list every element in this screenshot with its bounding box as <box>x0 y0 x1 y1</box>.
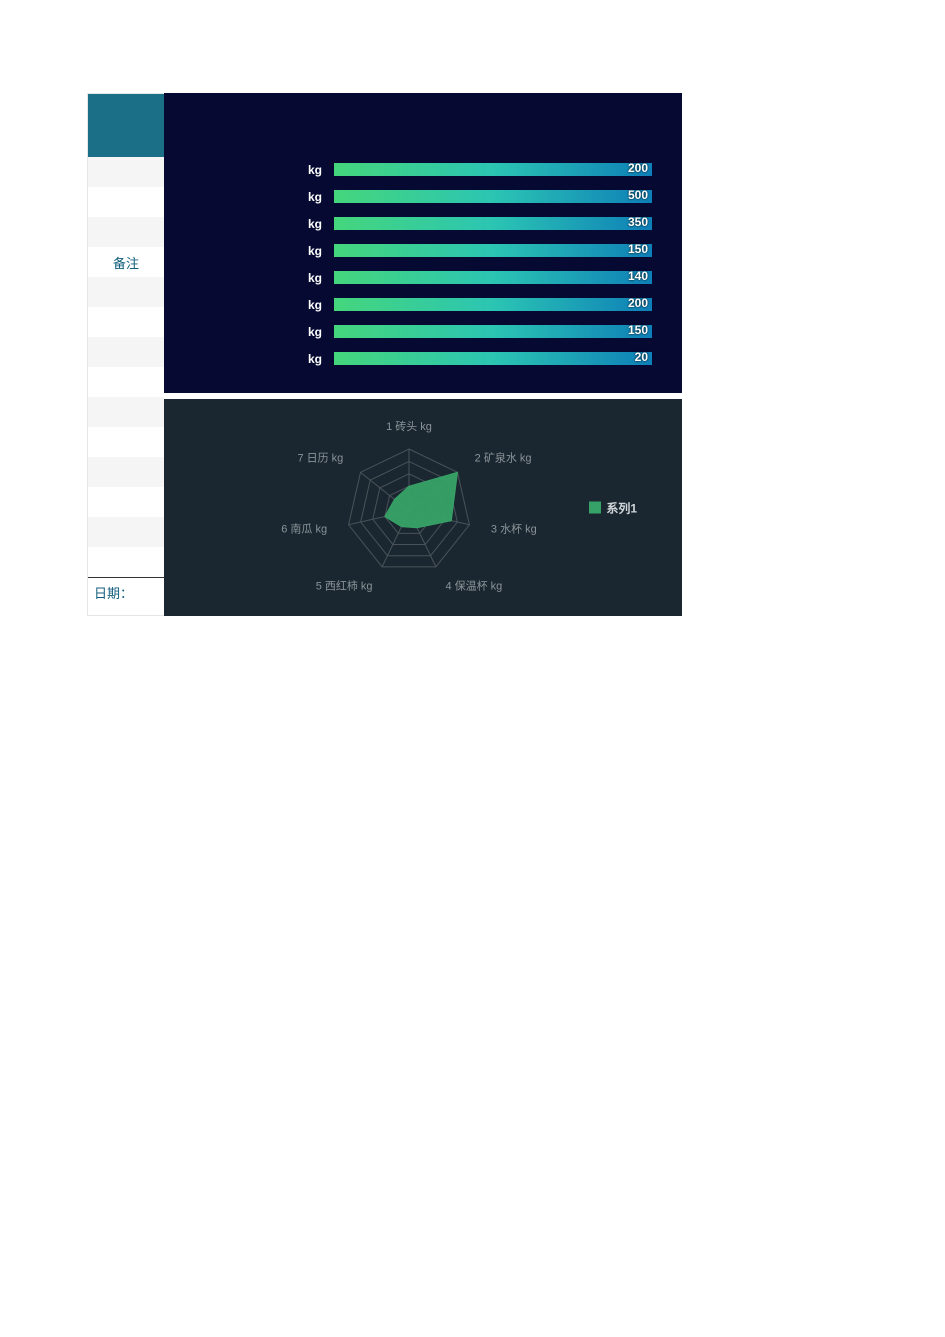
bar-fill <box>334 217 652 230</box>
bar-row: kg 150 <box>194 239 652 262</box>
sidebar-header <box>88 94 164 157</box>
bar-fill <box>334 271 652 284</box>
bar-value: 500 <box>628 188 648 202</box>
legend-swatch-icon <box>589 502 601 514</box>
bar-row: kg 140 <box>194 266 652 289</box>
bar-label: kg <box>194 271 334 285</box>
side-row <box>88 427 164 457</box>
bar-value: 150 <box>628 323 648 337</box>
bar-value: 200 <box>628 296 648 310</box>
bar-value: 200 <box>628 161 648 175</box>
bar-fill <box>334 244 652 257</box>
svg-text:6 南瓜 kg: 6 南瓜 kg <box>281 523 327 536</box>
side-row <box>88 217 164 247</box>
svg-text:7 日历 kg: 7 日历 kg <box>297 452 343 465</box>
bar-fill <box>334 190 652 203</box>
bar-label: kg <box>194 325 334 339</box>
bar-fill <box>334 325 652 338</box>
bar-chart-panel: kg 200 kg 500 kg 350 kg 150 kg 140 kg 200 kg 150 kg 20 <box>164 93 682 393</box>
bar-label: kg <box>194 217 334 231</box>
bar-track: 350 <box>334 217 652 230</box>
svg-text:4 保温杯 kg: 4 保温杯 kg <box>445 579 502 593</box>
chart-panels: kg200kg500kg350kg150kg140kg200kg150kg20 … <box>164 93 682 616</box>
bar-value: 350 <box>628 215 648 229</box>
dashboard-container: 备注 日期： kg 200 kg 500 kg 350 kg 150 kg 140 kg 200 kg 1… <box>87 93 682 616</box>
side-row <box>88 337 164 367</box>
bar-label: kg <box>194 163 334 177</box>
bar-row: kg 200 <box>194 158 652 181</box>
bar-row: kg 350 <box>194 212 652 235</box>
bar-track: 200 <box>334 163 652 176</box>
side-row <box>88 487 164 517</box>
bar-fill <box>334 163 652 176</box>
bar-track: 500 <box>334 190 652 203</box>
side-row <box>88 277 164 307</box>
side-row <box>88 187 164 217</box>
sidebar-rows: 备注 日期： <box>88 157 164 615</box>
svg-text:2 矿泉水 kg: 2 矿泉水 kg <box>475 451 532 465</box>
legend-label: 系列1 <box>606 499 637 516</box>
sidebar: 备注 日期： <box>87 93 164 616</box>
svg-text:1 砖头 kg: 1 砖头 kg <box>386 419 432 433</box>
radar-chart-panel: 1 砖头 kg 2 矿泉水 kg 3 水杯 kg 4 保温杯 kg 5 西红柿 kg 6 … <box>164 399 682 616</box>
bar-track: 150 <box>334 244 652 257</box>
side-row <box>88 547 164 577</box>
side-row <box>88 457 164 487</box>
bar-fill <box>334 298 652 311</box>
bar-row: kg 200 <box>194 293 652 316</box>
svg-text:5 西红柿 kg: 5 西红柿 kg <box>316 579 373 593</box>
side-row <box>88 367 164 397</box>
bar-value: 140 <box>628 269 648 283</box>
svg-text:3 水杯 kg: 3 水杯 kg <box>491 522 537 536</box>
bar-value: 20 <box>635 350 648 364</box>
bar-track: 140 <box>334 271 652 284</box>
bar-track: 200 <box>334 298 652 311</box>
side-row-remark: 备注 <box>88 247 164 277</box>
bar-label: kg <box>194 352 334 366</box>
side-row <box>88 397 164 427</box>
bar-row: kg 500 <box>194 185 652 208</box>
side-row <box>88 307 164 337</box>
radar-legend: 系列1 <box>589 499 637 516</box>
bar-value: 150 <box>628 242 648 256</box>
side-row <box>88 517 164 547</box>
side-row <box>88 157 164 187</box>
bar-row: kg 150 <box>194 320 652 343</box>
bar-fill <box>334 352 652 365</box>
bar-label: kg <box>194 298 334 312</box>
bar-label: kg <box>194 244 334 258</box>
bar-track: 150 <box>334 325 652 338</box>
side-row-date: 日期： <box>88 577 164 607</box>
bar-label: kg <box>194 190 334 204</box>
bar-track: 20 <box>334 352 652 365</box>
bar-row: kg 20 <box>194 347 652 370</box>
